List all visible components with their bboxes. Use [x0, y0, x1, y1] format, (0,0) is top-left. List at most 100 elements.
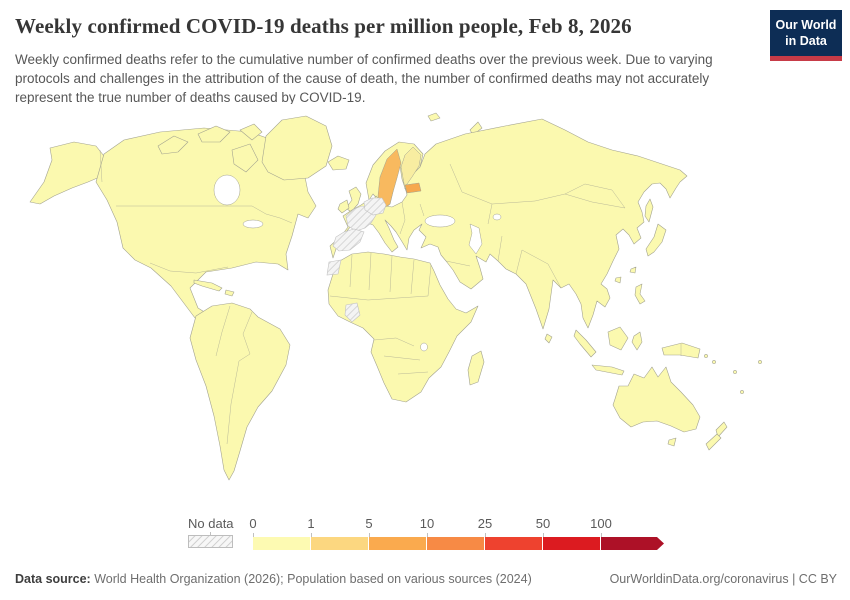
owid-link[interactable]: OurWorldinData.org/coronavirus: [609, 572, 789, 586]
border-us-mexico: [149, 262, 229, 274]
chart-header: Weekly confirmed COVID-19 deaths per mil…: [0, 0, 850, 105]
country-estonia[interactable]: [404, 182, 422, 194]
country-cote-divoire-no-data[interactable]: [344, 302, 361, 323]
black-sea: [424, 214, 456, 228]
legend-label-25: 25: [477, 516, 493, 531]
country-madagascar[interactable]: [467, 350, 485, 386]
legend-label-100: 100: [590, 516, 612, 531]
country-new-zealand-south[interactable]: [705, 433, 722, 451]
data-source-text: World Health Organization (2026); Popula…: [90, 572, 532, 586]
border-central-asia: [449, 163, 626, 209]
border-south-america: [226, 360, 240, 445]
legend-bin-5-10[interactable]: [369, 537, 426, 550]
arctic-island[interactable]: [239, 123, 263, 141]
data-source: Data source: World Health Organization (…: [15, 572, 532, 586]
arctic-island[interactable]: [197, 125, 231, 143]
border-africa: [410, 259, 415, 295]
border-africa: [389, 255, 393, 293]
great-lakes: [242, 219, 264, 229]
hudson-bay: [213, 174, 241, 206]
country-greenland[interactable]: [261, 115, 333, 181]
region-africa[interactable]: [327, 251, 479, 403]
arctic-island[interactable]: [231, 143, 259, 173]
country-spain-no-data[interactable]: [332, 228, 365, 252]
pacific-island[interactable]: [712, 360, 716, 364]
owid-logo-stripe: [770, 55, 842, 61]
legend-arrow: [650, 537, 664, 550]
border-africa: [368, 252, 372, 291]
legend-scale: 0 1 5 10 25 50 100: [249, 516, 664, 550]
border-africa: [349, 254, 353, 288]
border-eastern-europe: [419, 203, 425, 217]
island-sumatra[interactable]: [573, 329, 597, 358]
data-source-label: Data source:: [15, 572, 91, 586]
owid-logo-box: Our World in Data: [770, 10, 842, 56]
border-south-asia: [515, 249, 562, 289]
pacific-island[interactable]: [704, 354, 708, 358]
country-sri-lanka[interactable]: [544, 333, 553, 344]
island-borneo[interactable]: [607, 326, 629, 351]
border-middle-east: [497, 235, 503, 262]
border-middle-east: [445, 260, 471, 267]
island-java[interactable]: [591, 364, 625, 376]
border-africa: [373, 337, 415, 347]
legend-tick: [253, 533, 254, 537]
legend-label-0: 0: [249, 516, 257, 531]
legend-bin-100-plus[interactable]: [601, 537, 650, 550]
country-ireland[interactable]: [337, 199, 350, 214]
legend-tick: [427, 533, 428, 537]
countries-layer: [29, 112, 762, 481]
legend-label-1: 1: [307, 516, 315, 531]
island-tasmania[interactable]: [667, 437, 677, 447]
border-africa: [397, 371, 429, 375]
pacific-island[interactable]: [733, 370, 737, 374]
legend-tick: [369, 533, 370, 537]
legend-no-data-swatch[interactable]: [188, 535, 233, 548]
legend-bin-1-5[interactable]: [311, 537, 368, 550]
country-taiwan[interactable]: [629, 266, 637, 274]
island-sakhalin[interactable]: [644, 198, 654, 223]
country-japan[interactable]: [645, 223, 667, 257]
country-united-kingdom[interactable]: [345, 186, 362, 213]
island-hainan[interactable]: [614, 276, 622, 284]
country-germany-no-data[interactable]: [363, 197, 387, 216]
country-finland[interactable]: [400, 146, 422, 190]
legend-bin-50-100[interactable]: [543, 537, 600, 550]
pacific-island[interactable]: [758, 360, 762, 364]
island-sulawesi[interactable]: [631, 331, 643, 351]
border-south-america: [215, 305, 231, 357]
country-cuba[interactable]: [193, 279, 223, 292]
border-south-america: [238, 311, 253, 362]
legend-tick: [311, 533, 312, 537]
legend-label-5: 5: [365, 516, 373, 531]
region-eurasia[interactable]: [329, 118, 688, 330]
island-svalbard[interactable]: [427, 112, 441, 122]
world-map[interactable]: [0, 104, 850, 514]
map-legend: No data 0 1 5 10 25 50 100: [188, 516, 664, 553]
country-hispaniola[interactable]: [224, 289, 235, 297]
border-mongolia: [564, 183, 626, 209]
country-australia[interactable]: [612, 366, 701, 433]
country-iceland[interactable]: [327, 155, 350, 171]
border-africa: [427, 264, 432, 297]
country-western-sahara-no-data[interactable]: [326, 259, 342, 276]
chart-subtitle: Weekly confirmed deaths refer to the cum…: [15, 52, 713, 106]
pacific-island[interactable]: [740, 390, 744, 394]
page-title: Weekly confirmed COVID-19 deaths per mil…: [15, 14, 632, 38]
region-south-america[interactable]: [189, 302, 291, 481]
legend-bin-10-25[interactable]: [427, 537, 484, 550]
legend-bin-25-50[interactable]: [485, 537, 542, 550]
legend-color-bar: [253, 533, 664, 550]
arctic-island[interactable]: [157, 135, 189, 155]
owid-logo-line1: Our World: [775, 18, 837, 32]
legend-tick: [601, 533, 602, 537]
country-philippines[interactable]: [634, 283, 646, 305]
legend-bin-0-1[interactable]: [253, 537, 310, 550]
border-africa: [383, 355, 421, 361]
legend-label-50: 50: [535, 516, 551, 531]
owid-logo[interactable]: Our World in Data: [770, 10, 842, 61]
border-kazakhstan: [487, 203, 493, 225]
caspian-sea: [468, 223, 483, 255]
owid-logo-line2: in Data: [785, 34, 827, 49]
